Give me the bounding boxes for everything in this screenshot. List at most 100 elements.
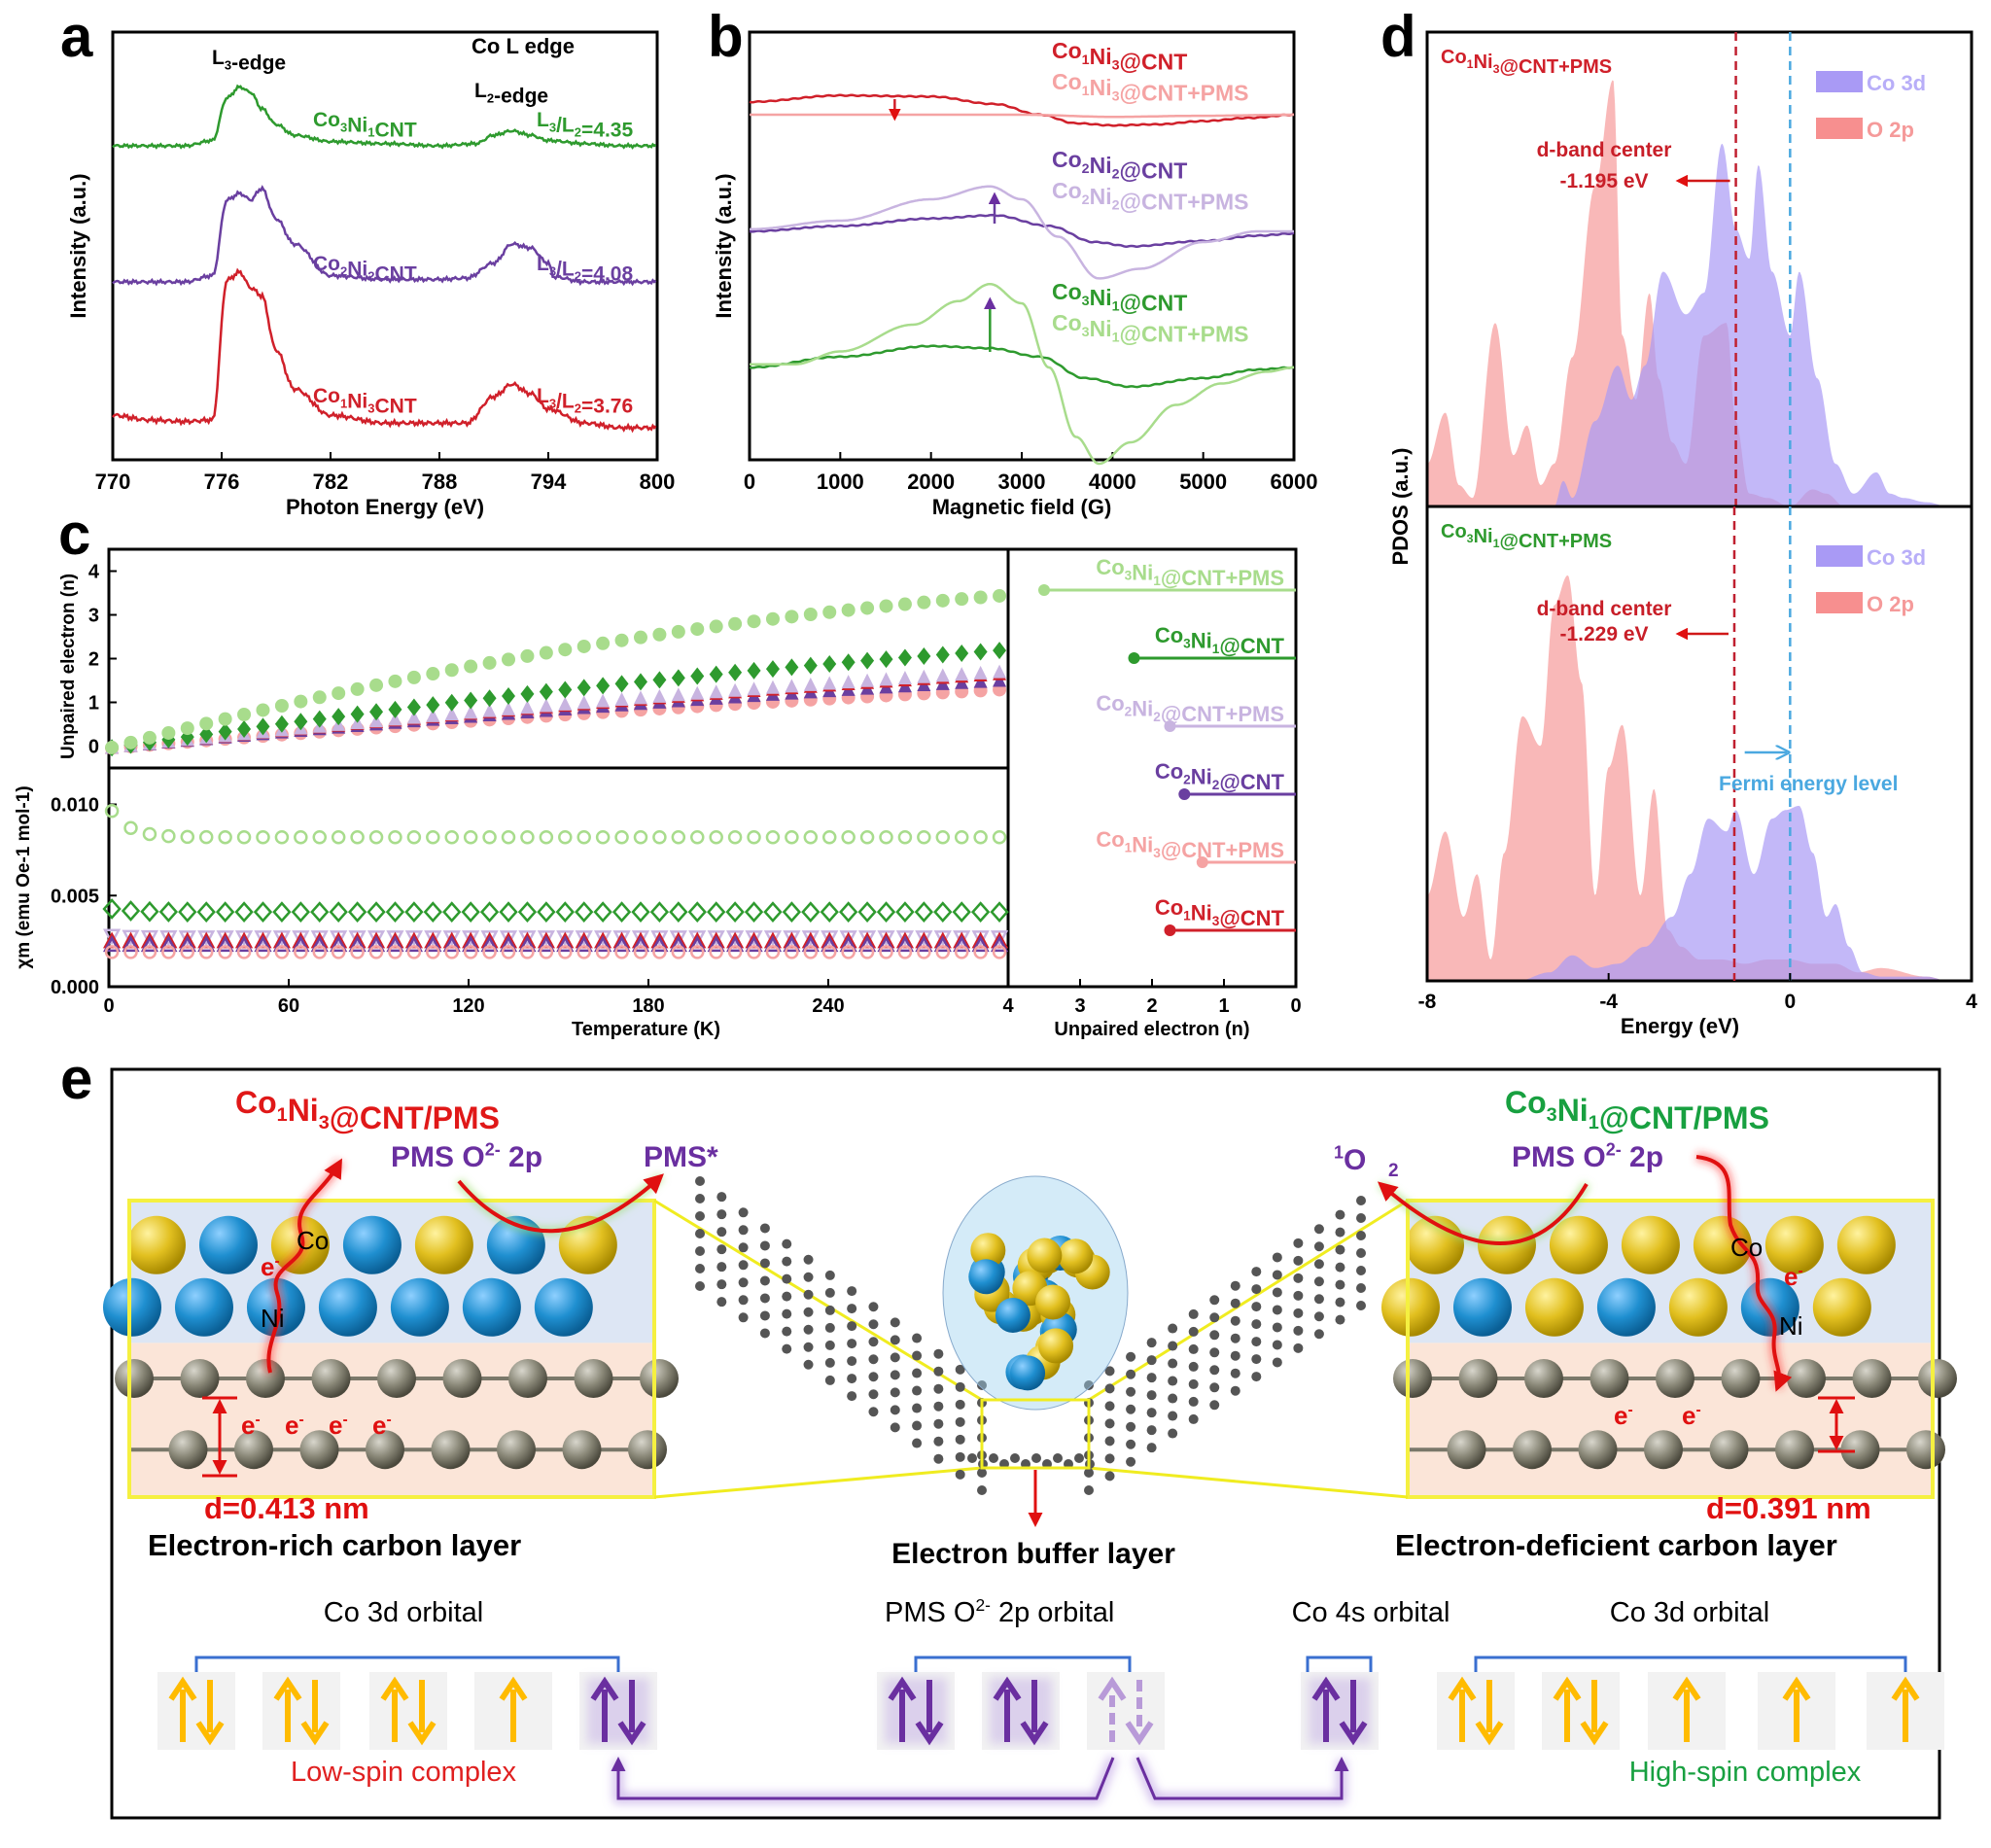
electron-path	[1695, 1155, 1793, 1392]
carbon-node	[890, 1335, 900, 1345]
data-point	[367, 930, 386, 948]
carbon-node	[1356, 1196, 1366, 1205]
carbon-node	[933, 1418, 944, 1429]
data-point	[386, 930, 404, 948]
data-point	[690, 622, 705, 637]
carbon-node	[824, 1270, 835, 1280]
data-point	[727, 830, 743, 845]
carbon-node	[1313, 1294, 1324, 1305]
data-point	[461, 901, 480, 924]
data-point	[464, 691, 478, 710]
data-point	[350, 829, 365, 845]
data-point	[633, 690, 647, 705]
x-tick-label: 0	[1784, 991, 1796, 1013]
data-point	[596, 693, 611, 708]
right-crystal	[1381, 1199, 1957, 1499]
x-tick-label: 240	[812, 995, 844, 1017]
orbital-glow	[990, 1678, 1052, 1744]
data-point	[121, 900, 141, 922]
data-point	[517, 901, 538, 924]
co-atom	[1836, 1215, 1896, 1274]
carbon-node	[803, 1342, 814, 1352]
data-point	[690, 945, 705, 959]
x-tick-label: 0	[744, 470, 755, 494]
data-point	[294, 713, 308, 731]
spin-up-arrow-head	[1098, 1676, 1127, 1701]
carbon-atom	[442, 1359, 482, 1398]
data-point	[180, 829, 195, 845]
lollipop-label: Co2Ni2@CNT	[1155, 759, 1285, 794]
data-point	[426, 667, 440, 681]
ni-atom	[390, 1277, 449, 1337]
spin-up-arrow-head	[380, 1676, 409, 1701]
data-point	[350, 705, 365, 723]
data-point	[539, 645, 553, 660]
plot-frame	[111, 30, 659, 462]
left-crystal	[103, 1199, 679, 1499]
data-point	[633, 830, 648, 845]
lollipop-dot	[1196, 856, 1208, 868]
data-point	[332, 708, 346, 726]
carbon-node	[695, 1176, 705, 1186]
data-point	[520, 945, 535, 959]
data-point	[216, 935, 234, 953]
carbon-node	[912, 1403, 923, 1413]
spin-up-arrow-head	[1448, 1676, 1477, 1701]
data-point	[537, 930, 555, 948]
x-tick-label: 60	[278, 995, 299, 1017]
carbon-node	[716, 1209, 727, 1220]
data-point	[765, 660, 780, 679]
data-point	[725, 901, 745, 924]
electron-label: e-	[1784, 1262, 1803, 1291]
data-point	[785, 610, 799, 624]
data-point	[763, 935, 783, 953]
carbon-node	[1335, 1244, 1345, 1255]
y-tick-label: 0.010	[51, 795, 99, 817]
co-atom	[1524, 1277, 1584, 1337]
data-point	[102, 898, 122, 920]
carbon-atom	[1447, 1430, 1486, 1470]
carbon-node	[1251, 1267, 1262, 1277]
data-point	[502, 701, 516, 715]
series-line	[749, 344, 1295, 389]
data-point	[765, 611, 780, 626]
data-point	[199, 725, 214, 744]
data-point	[785, 679, 799, 693]
data-point	[140, 935, 159, 953]
data-point	[404, 930, 423, 948]
data-point	[993, 642, 1007, 660]
legend-label-o2p: O 2p	[1867, 118, 1914, 142]
data-point	[765, 830, 781, 845]
data-point	[369, 703, 384, 721]
nanoparticle-atom	[968, 1259, 1004, 1295]
carbon-node	[803, 1359, 814, 1370]
ni-atom	[534, 1277, 593, 1337]
carbon-node	[890, 1352, 900, 1363]
ni-atom	[198, 1215, 258, 1274]
zoom-box	[1406, 1199, 1935, 1499]
carbon-atom	[1906, 1430, 1945, 1470]
carbon-node	[738, 1312, 749, 1323]
data-point	[294, 694, 308, 709]
series-line	[749, 93, 1295, 127]
data-point	[180, 721, 194, 736]
orbital-bracket	[914, 1656, 1132, 1672]
carbon-atom	[1709, 1430, 1749, 1470]
data-point	[294, 945, 308, 959]
nanoparticle-atom	[970, 1233, 1006, 1269]
carbon-node	[824, 1287, 835, 1298]
y-axis-label: PDOS (a.u.)	[1388, 447, 1413, 565]
data-point	[973, 590, 988, 605]
orbital-glow	[1309, 1678, 1371, 1744]
data-point	[801, 930, 820, 948]
data-point	[404, 935, 423, 953]
carbon-node	[1053, 1453, 1063, 1463]
series-label: Co2Ni2CNT	[313, 253, 417, 286]
data-point	[256, 703, 270, 717]
data-point	[990, 901, 1009, 924]
carbon-node	[933, 1453, 944, 1464]
carbon-atom	[640, 1359, 679, 1398]
co3d-area	[1427, 805, 1972, 981]
panel-label-c: c	[58, 502, 90, 567]
carbon-node	[1074, 1453, 1084, 1463]
